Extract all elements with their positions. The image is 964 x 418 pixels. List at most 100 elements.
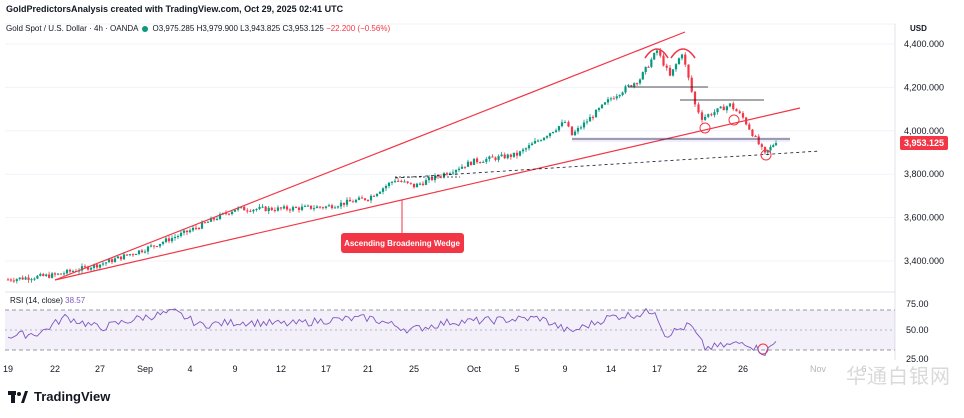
trend-support-dashed [394, 150, 821, 179]
rsi-axis-ticks: 75.00 50.00 25.00 [906, 299, 929, 364]
candle-body [89, 267, 93, 270]
candle-body [530, 143, 534, 146]
candle-body [15, 279, 18, 282]
candle-body [188, 230, 192, 233]
date-tick-label: 6 [861, 364, 866, 374]
candle-body [252, 209, 255, 212]
candle-body [409, 182, 412, 184]
candle-body [638, 79, 642, 84]
candle-body [548, 133, 552, 137]
candle-body [585, 121, 589, 123]
candle-body [690, 77, 693, 92]
candle-body [536, 140, 540, 142]
candle-body [560, 122, 564, 127]
candle-body [421, 183, 425, 185]
candle-body [215, 218, 219, 220]
candle-body [9, 279, 13, 281]
ohlc-high: H3,979.900 [196, 24, 238, 33]
candle-body [427, 177, 431, 181]
candle-body [39, 273, 42, 276]
candle-body [345, 199, 349, 205]
candle-body [285, 206, 289, 210]
candle-body [677, 58, 681, 65]
candle-body [164, 238, 168, 243]
candle-body [366, 200, 370, 202]
candle-body [185, 230, 189, 233]
candle-body [309, 205, 313, 209]
candle-body [218, 214, 222, 219]
candle-body [357, 197, 361, 200]
candle-body [255, 208, 258, 210]
date-tick-label: 17 [321, 364, 331, 374]
symbol-info[interactable]: Gold Spot / U.S. Dollar · 4h · OANDA O3,… [6, 24, 390, 33]
candle-body [466, 161, 470, 167]
candle-body [209, 218, 213, 222]
date-tick-label: 21 [363, 364, 373, 374]
candle-body [342, 202, 346, 205]
top-arc-left [644, 48, 669, 59]
candle-body [659, 50, 662, 56]
candle-body [312, 208, 316, 210]
candle-body [653, 53, 656, 60]
candle-body [722, 106, 725, 111]
candle-body [754, 136, 757, 138]
date-tick-label: 14 [606, 364, 616, 374]
candle-body [624, 86, 627, 93]
rsi-legend[interactable]: RSI (14, close) 38.57 [10, 296, 85, 305]
tradingview-logo-icon [8, 390, 28, 403]
candle-body [582, 122, 586, 128]
currency-label: USD [910, 24, 927, 33]
candle-body [545, 136, 549, 138]
footer-brand[interactable]: TradingView [8, 389, 110, 404]
candle-body [291, 207, 295, 211]
candle-body [333, 207, 337, 209]
candle-body [769, 146, 772, 151]
date-tick-label: 19 [3, 364, 13, 374]
candle-body [30, 279, 33, 281]
watermark-text: 华通白银网 [846, 364, 951, 388]
date-tick-label: Nov [810, 364, 827, 374]
candle-body [230, 211, 234, 214]
price-tick-label: 3,600.000 [904, 213, 944, 223]
candle-body [360, 197, 364, 199]
candle-body [647, 66, 650, 68]
candle-body [650, 59, 653, 67]
candle-body [719, 106, 722, 109]
candle-body [143, 251, 147, 253]
candle-body [330, 205, 334, 209]
retest-circle-1 [699, 122, 711, 134]
candle-body [236, 207, 240, 210]
candle-body [372, 195, 376, 197]
candle-body [557, 126, 561, 131]
candle-body [134, 253, 138, 255]
symbol-name[interactable]: Gold Spot / U.S. Dollar · 4h · OANDA [6, 24, 139, 33]
candle-body [48, 274, 51, 278]
candle-body [454, 169, 458, 173]
date-tick-label: 22 [50, 364, 60, 374]
author-header: GoldPredictorsAnalysis created with Trad… [6, 4, 344, 14]
annotation-label-box[interactable] [341, 233, 464, 253]
candle-body [542, 137, 546, 141]
price-grid [5, 43, 895, 262]
candle-body [774, 143, 778, 146]
candle-body [524, 148, 528, 150]
candle-body [397, 180, 400, 182]
candle-body [684, 54, 687, 65]
candle-body [515, 152, 519, 156]
date-tick-label: 27 [95, 364, 105, 374]
candle-body [588, 117, 592, 122]
candle-body [615, 96, 618, 99]
candle-body [146, 246, 150, 252]
candle-body [600, 104, 604, 109]
date-tick-label: 25 [409, 364, 419, 374]
retest-circle-3 [760, 149, 772, 161]
candle-body [551, 131, 555, 134]
date-tick-label: Sep [137, 364, 153, 374]
candle-body [173, 236, 177, 239]
candle-body [554, 130, 558, 132]
candle-body [430, 177, 434, 181]
candle-body [339, 202, 343, 207]
candle-body [732, 103, 735, 110]
candle-body [182, 230, 186, 233]
